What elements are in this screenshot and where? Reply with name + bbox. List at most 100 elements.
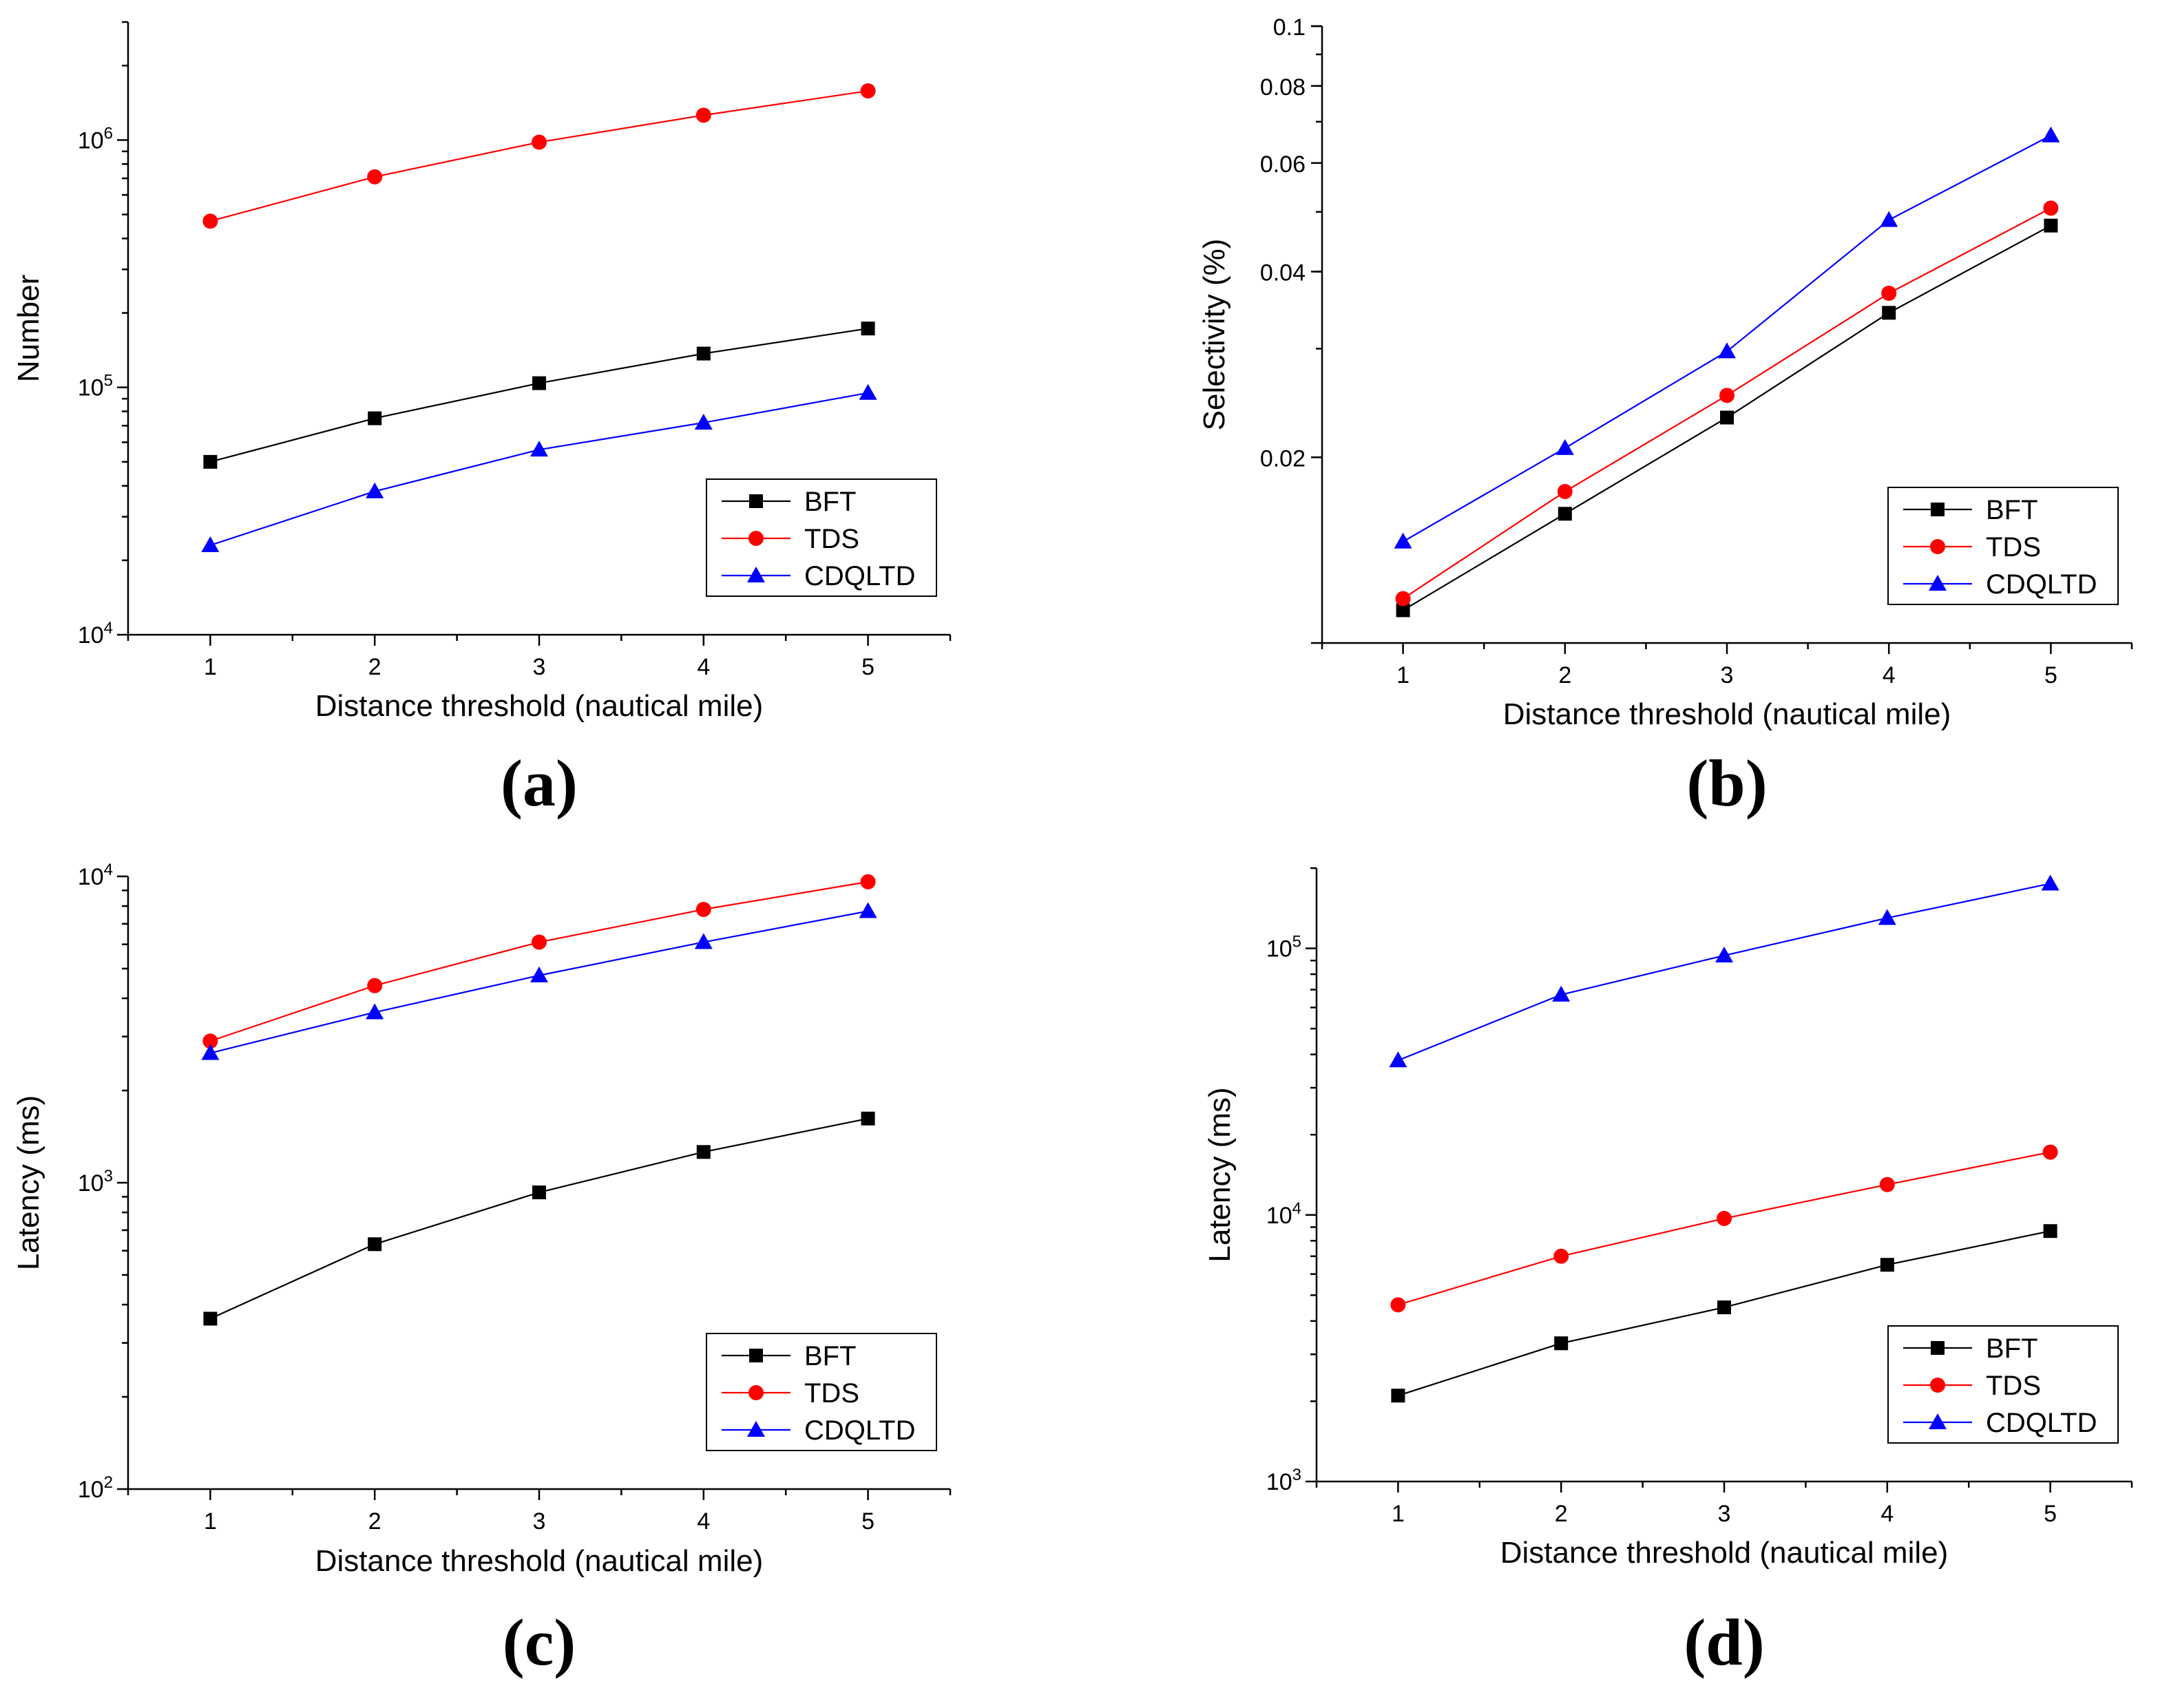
x-tick-label: 5 [861,1508,874,1535]
legend-marker-cdqltd [747,1421,765,1437]
data-point-bft [1554,1336,1569,1351]
data-point-cdqltd [1880,211,1898,227]
data-point-tds [2042,1144,2058,1160]
data-point-tds [202,1033,218,1049]
data-point-tds [1390,1297,1406,1313]
data-point-cdqltd [859,383,877,400]
data-point-cdqltd [366,482,384,498]
data-point-cdqltd [366,1003,384,1020]
data-point-tds [367,169,383,184]
legend: BFT TDS CDQLTD [1887,1325,2119,1444]
legend-marker-cdqltd [1929,575,1947,591]
legend-label-cdqltd: CDQLTD [1986,569,2097,600]
y-tick-label: 0.1 [1273,14,1306,41]
x-tick-label: 4 [697,1508,710,1535]
legend-marker-tds [1930,1378,1945,1393]
legend-label-tds: TDS [804,524,859,554]
y-axis-label: Latency (ms) [1203,1087,1237,1262]
legend-label-tds: TDS [804,1378,859,1409]
legend-marker-bft [749,1349,763,1362]
legend-marker-tds [1930,539,1945,554]
data-point-tds [532,934,547,950]
data-point-cdqltd [201,1044,220,1060]
data-point-bft [861,321,875,336]
legend-marker-tds [748,531,764,546]
y-tick-label: 105 [78,372,113,401]
x-tick-label: 4 [1880,1501,1894,1527]
data-point-tds [860,874,876,889]
y-tick-label: 102 [78,1473,113,1503]
data-point-tds [532,134,547,150]
data-point-cdqltd [694,413,713,430]
data-point-tds [367,978,383,993]
x-tick-label: 3 [1721,662,1734,688]
y-axis-label: Selectivity (%) [1197,239,1231,431]
legend-label-bft: BFT [1986,1333,2038,1364]
data-point-cdqltd [1718,342,1736,359]
y-tick-label: 0.06 [1260,151,1306,178]
chart-panel-d: 1 2 3 4 5 103 104 105 Distance threshold (nautic… [1203,867,2133,1679]
legend-label-cdqltd: CDQLTD [1986,1408,2097,1438]
x-tick-label: 2 [1555,1501,1568,1527]
data-point-cdqltd [2041,874,2060,891]
panel-label: (b) [1686,746,1767,820]
x-tick-label: 2 [368,654,381,680]
legend-label-bft: BFT [1986,495,2038,525]
data-point-bft [1882,306,1896,320]
y-axis-label: Latency (ms) [12,1095,45,1270]
data-point-tds [1553,1248,1569,1264]
x-axis-label: Distance threshold (nautical mile) [1503,697,1951,731]
y-tick-label: 103 [78,1167,113,1196]
data-point-tds [1717,1210,1732,1226]
data-point-cdqltd [694,933,713,949]
data-point-cdqltd [2042,126,2060,143]
legend-label-tds: TDS [1986,532,2041,562]
chart-panel-c: 1 2 3 4 5 102 103 104 Distance threshold (nautic… [12,861,952,1679]
x-tick-label: 2 [1558,662,1571,688]
data-point-tds [1557,484,1573,500]
x-tick-label: 3 [533,1508,546,1535]
data-point-bft [1717,1300,1731,1315]
data-point-cdqltd [1715,946,1733,962]
data-point-tds [202,213,218,229]
data-point-bft [2043,1224,2057,1238]
legend: BFT TDS CDQLTD [1887,487,2119,605]
data-point-bft [368,411,382,425]
data-point-cdqltd [1555,439,1574,455]
data-point-tds [1881,285,1897,301]
x-tick-label: 1 [204,654,217,680]
x-tick-label: 1 [1396,662,1410,688]
x-tick-label: 4 [1883,662,1896,688]
y-tick-label: 104 [78,861,113,890]
x-axis-label: Distance threshold (nautical mile) [1500,1536,1949,1570]
legend-marker-bft [1931,503,1945,516]
legend-label-bft: BFT [804,487,857,517]
x-tick-label: 2 [368,1508,381,1535]
x-axis-label: Distance threshold (nautical mile) [315,689,764,723]
chart-panel-b: 1 2 3 4 5 0.02 0.04 0.06 0.08 0.1 Distance thresho… [1197,14,2133,820]
data-point-tds [695,902,711,918]
legend-label-bft: BFT [804,1341,857,1371]
legend-marker-cdqltd [1929,1413,1947,1429]
x-tick-label: 1 [204,1508,217,1535]
data-point-bft [696,346,711,361]
legend-marker-cdqltd [747,567,765,582]
panel-label: (a) [501,746,578,820]
data-point-cdqltd [1878,909,1896,925]
data-point-bft [203,454,218,469]
legend-marker-bft [1931,1341,1945,1355]
data-point-bft [1720,410,1734,425]
y-tick-label: 105 [1266,933,1301,962]
data-point-bft [368,1237,382,1252]
data-point-cdqltd [859,902,877,918]
data-point-cdqltd [201,536,220,553]
data-point-cdqltd [1552,985,1571,1002]
data-point-bft [1396,603,1410,618]
legend-marker-tds [748,1385,764,1400]
data-point-bft [532,376,546,390]
x-tick-label: 4 [697,654,710,680]
y-tick-label: 0.08 [1260,74,1306,101]
y-axis-label: Number [12,275,45,383]
data-point-cdqltd [1394,532,1412,549]
